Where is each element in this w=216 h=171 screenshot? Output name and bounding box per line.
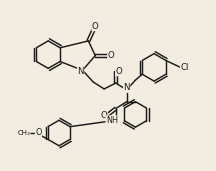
Text: O: O xyxy=(108,51,114,60)
Text: NH: NH xyxy=(106,116,118,125)
Text: O: O xyxy=(101,111,107,120)
Text: N: N xyxy=(123,83,130,93)
Text: O: O xyxy=(92,22,99,31)
Text: O: O xyxy=(35,128,42,137)
Text: CH₃: CH₃ xyxy=(17,130,30,136)
Text: N: N xyxy=(77,67,84,76)
Text: O: O xyxy=(115,67,122,76)
Text: Cl: Cl xyxy=(180,63,189,72)
